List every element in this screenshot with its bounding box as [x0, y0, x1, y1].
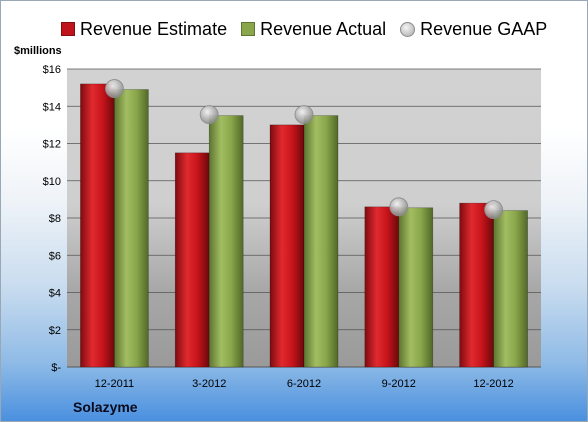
bar-revenue-actual — [114, 89, 149, 368]
bar-revenue-actual — [398, 207, 434, 368]
legend-label-gaap: Revenue GAAP — [420, 18, 548, 39]
bar-revenue-estimate — [80, 83, 115, 368]
y-tick-label: $10 — [43, 176, 61, 188]
y-tick-label: $16 — [43, 64, 61, 76]
marker-revenue-gaap — [294, 105, 314, 125]
x-tick-label: 12-2011 — [95, 378, 135, 390]
bar-revenue-actual — [493, 210, 528, 368]
legend-item-gaap: Revenue GAAP — [400, 19, 547, 40]
legend-item-actual: Revenue Actual — [241, 19, 386, 40]
bar-revenue-estimate — [174, 152, 210, 368]
y-tick-label: $4 — [49, 288, 61, 300]
legend-label-estimate: Revenue Estimate — [80, 18, 228, 39]
y-tick-label: $2 — [49, 325, 61, 337]
bar-revenue-estimate — [364, 206, 400, 368]
bar-revenue-estimate — [459, 202, 494, 368]
legend-label-actual: Revenue Actual — [260, 18, 387, 39]
y-tick-label: $8 — [49, 213, 61, 225]
x-tick-label: 12-2012 — [473, 378, 513, 390]
y-axis-unit-label: $millions — [14, 45, 62, 57]
legend-swatch-actual — [241, 22, 256, 36]
legend: Revenue Estimate Revenue Actual Revenue … — [61, 16, 561, 42]
company-name: Solazyme — [73, 399, 138, 415]
marker-revenue-gaap — [199, 105, 219, 125]
y-tick-label: $- — [51, 362, 61, 374]
marker-revenue-gaap — [105, 79, 124, 98]
bar-revenue-actual — [303, 115, 339, 368]
y-tick-label: $6 — [49, 250, 61, 262]
marker-revenue-gaap — [389, 197, 409, 217]
legend-item-estimate: Revenue Estimate — [61, 19, 227, 40]
legend-marker-gaap — [400, 21, 416, 37]
y-tick-label: $14 — [43, 101, 61, 113]
x-tick-label: 9-2012 — [382, 378, 416, 390]
bar-revenue-actual — [208, 115, 244, 368]
legend-swatch-estimate — [61, 22, 75, 36]
y-tick-label: $12 — [43, 139, 61, 151]
marker-revenue-gaap — [484, 200, 504, 220]
bar-revenue-estimate — [269, 124, 305, 368]
x-tick-label: 6-2012 — [287, 378, 321, 390]
x-tick-label: 3-2012 — [192, 378, 226, 390]
